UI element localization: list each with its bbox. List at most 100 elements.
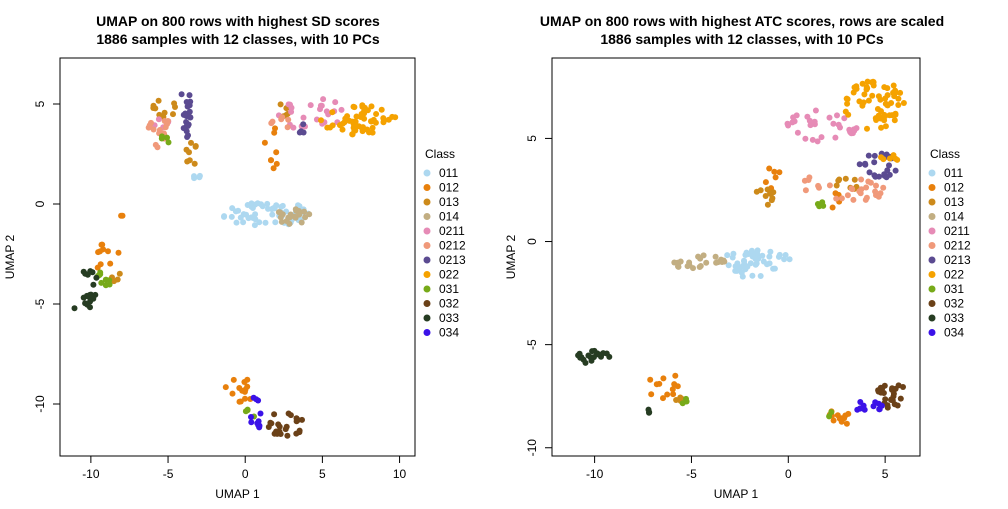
data-point — [875, 387, 882, 394]
data-point — [191, 175, 198, 182]
data-point — [868, 79, 875, 86]
data-point — [772, 174, 779, 181]
data-point — [872, 173, 879, 180]
data-point — [98, 279, 105, 286]
data-point — [886, 171, 893, 178]
legend-label: 034 — [944, 326, 964, 340]
data-point — [871, 159, 878, 166]
data-point — [838, 195, 845, 202]
data-point — [768, 197, 775, 204]
data-point — [283, 423, 290, 430]
data-point — [111, 278, 117, 285]
legend-marker — [423, 285, 431, 293]
legend-marker — [423, 242, 431, 249]
points-layer — [575, 78, 907, 427]
data-point — [287, 412, 294, 419]
data-point — [670, 391, 677, 398]
data-point — [178, 91, 185, 98]
data-point — [675, 263, 681, 270]
data-point — [802, 135, 809, 142]
data-point — [895, 95, 902, 102]
legend-marker — [423, 227, 431, 235]
data-point — [244, 202, 251, 208]
data-point — [366, 129, 372, 136]
data-point — [786, 256, 793, 263]
data-point — [880, 184, 887, 191]
chart-title: UMAP on 800 rows with highest SD scores — [96, 13, 380, 29]
data-point — [775, 253, 782, 260]
data-point — [359, 102, 366, 109]
data-point — [265, 205, 271, 212]
data-point — [842, 108, 849, 115]
x-tick-label: 5 — [319, 467, 326, 481]
data-point — [106, 277, 113, 284]
data-point — [877, 96, 884, 103]
data-point — [730, 250, 737, 257]
data-point — [93, 274, 100, 281]
data-point — [712, 253, 719, 260]
data-point — [844, 192, 851, 199]
data-point — [575, 352, 582, 359]
data-point — [94, 264, 101, 271]
data-point — [372, 119, 379, 126]
data-point — [378, 106, 385, 113]
data-point — [782, 252, 789, 258]
legend-label: 0211 — [944, 224, 970, 238]
data-point — [724, 252, 731, 259]
y-tick-label: 0 — [525, 238, 539, 245]
data-point — [842, 175, 849, 182]
data-point — [845, 410, 852, 417]
data-point — [244, 383, 251, 390]
data-point — [228, 213, 235, 220]
data-point — [358, 125, 365, 131]
y-tick-label: 0 — [33, 200, 47, 207]
data-point — [154, 144, 161, 151]
data-point — [170, 111, 176, 118]
data-point — [870, 403, 877, 410]
y-axis-title: UMAP 2 — [504, 234, 518, 279]
data-point — [843, 420, 850, 427]
legend-label: 014 — [439, 210, 459, 224]
data-point — [671, 259, 678, 266]
data-point — [804, 113, 811, 120]
legend-label: 0211 — [439, 224, 465, 238]
data-point — [229, 390, 236, 397]
data-point — [741, 258, 748, 265]
data-point — [230, 376, 237, 383]
data-point — [268, 120, 275, 127]
legend-label: 0213 — [439, 253, 466, 267]
data-point — [757, 187, 764, 194]
legend-label: 012 — [439, 181, 459, 195]
data-point — [812, 107, 819, 114]
data-point — [767, 190, 774, 197]
data-point — [878, 402, 885, 409]
data-point — [233, 219, 240, 226]
legend-marker — [928, 285, 936, 293]
data-point — [851, 176, 858, 183]
data-point — [161, 109, 168, 116]
data-point — [766, 253, 773, 260]
data-point — [771, 168, 778, 175]
legend-title: Class — [425, 147, 455, 161]
data-point — [703, 259, 710, 266]
data-point — [660, 375, 667, 382]
x-tick-label: 0 — [242, 467, 249, 481]
x-tick-label: -10 — [82, 467, 100, 481]
data-point — [116, 270, 123, 277]
legend-label: 032 — [944, 297, 964, 311]
points-layer — [71, 91, 399, 439]
data-point — [87, 304, 93, 311]
data-point — [221, 213, 227, 220]
data-point — [700, 252, 707, 259]
data-point — [320, 96, 327, 103]
data-point — [677, 394, 684, 401]
data-point — [849, 186, 856, 193]
data-point — [283, 218, 290, 224]
data-point — [380, 119, 387, 126]
data-point — [270, 165, 277, 172]
data-point — [327, 124, 334, 131]
data-point — [171, 100, 178, 107]
data-point — [119, 212, 126, 219]
legend-marker — [423, 271, 431, 278]
